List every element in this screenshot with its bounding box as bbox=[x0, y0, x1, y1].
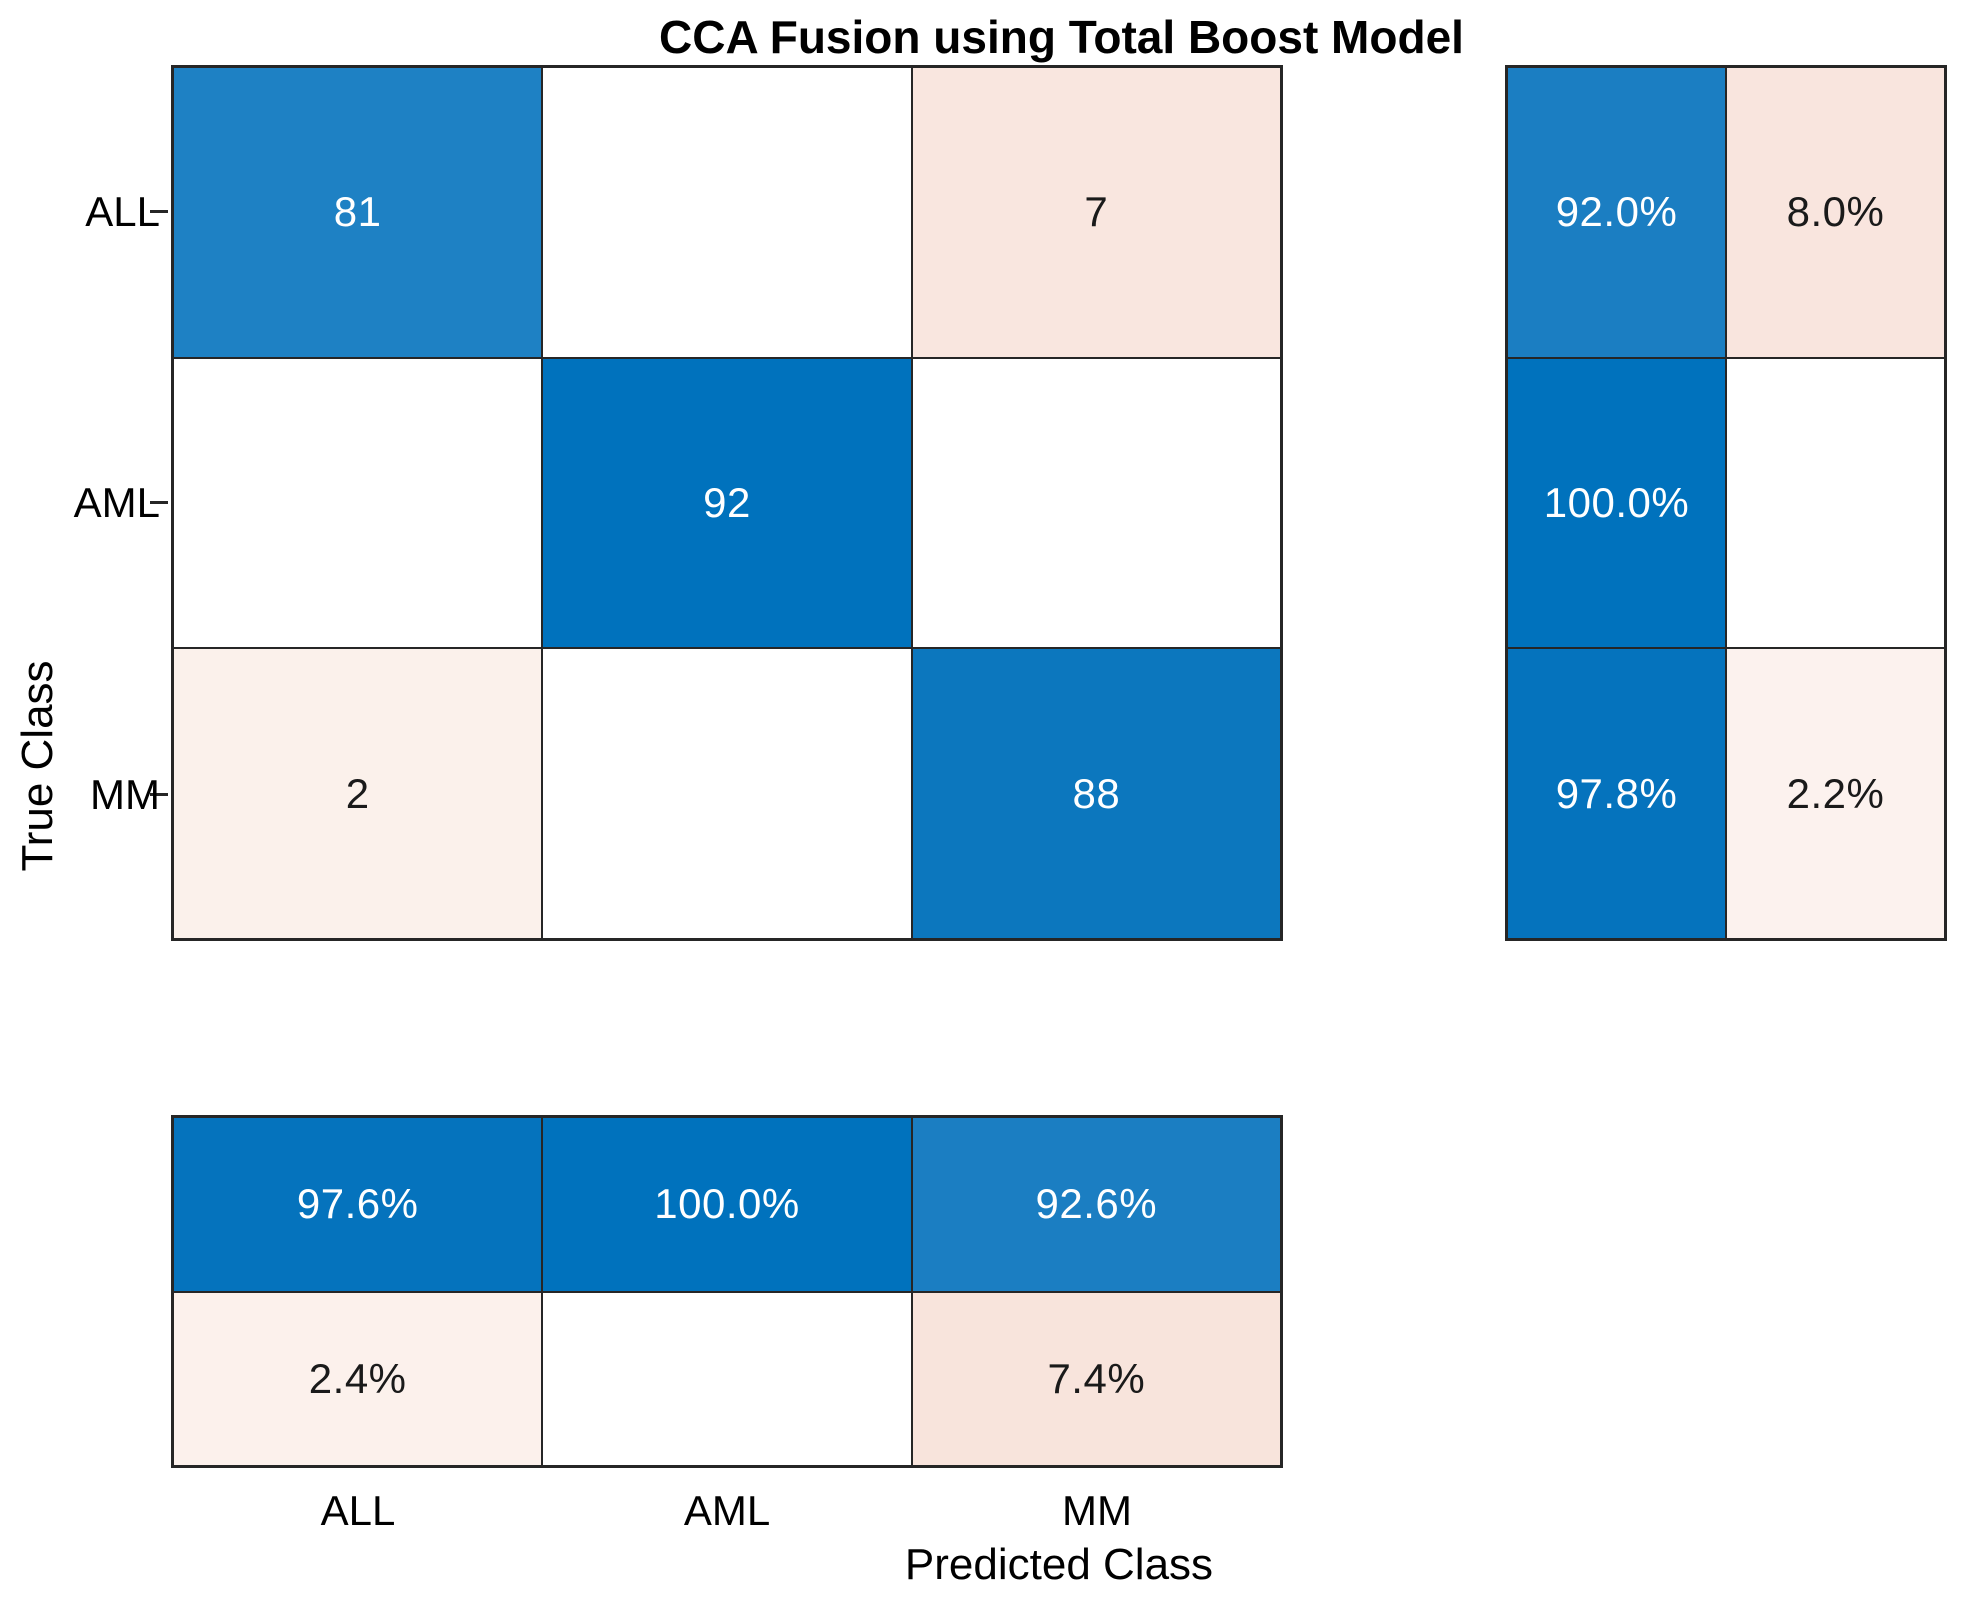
row-summary-AML-incorrect bbox=[1727, 358, 1944, 648]
chart-title: CCA Fusion using Total Boost Model bbox=[659, 11, 1464, 63]
row-summary-MM-incorrect: 2.2% bbox=[1727, 649, 1944, 938]
y-tick-mark bbox=[150, 210, 168, 213]
col-summary-MM-correct: 92.6% bbox=[912, 1118, 1280, 1291]
y-tick-label-ALL: ALL bbox=[85, 188, 160, 235]
col-summary-ALL-incorrect: 2.4% bbox=[174, 1292, 542, 1465]
y-tick-mark bbox=[150, 793, 168, 796]
y-axis-label: True Class bbox=[13, 660, 62, 872]
cell-true-MM-pred-ALL: 2 bbox=[174, 649, 542, 938]
x-tick-label-ALL: ALL bbox=[320, 1487, 396, 1534]
row-summary-ALL-correct: 92.0% bbox=[1508, 68, 1725, 357]
row-summary-AML-correct: 100.0% bbox=[1508, 358, 1725, 648]
cell-true-AML-pred-ALL bbox=[174, 358, 542, 648]
cell-true-ALL-pred-AML bbox=[543, 68, 911, 357]
cell-true-AML-pred-AML: 92 bbox=[543, 358, 911, 648]
y-tick-label-MM: MM bbox=[90, 771, 160, 818]
col-summary-ALL-correct: 97.6% bbox=[174, 1118, 542, 1291]
x-axis-label: Predicted Class bbox=[904, 1540, 1214, 1589]
cell-true-MM-pred-AML bbox=[543, 649, 911, 938]
col-summary-AML-incorrect bbox=[543, 1292, 911, 1465]
row-summary-matrix: 92.0% 8.0% 100.0% 97.8% 2.2% bbox=[1505, 65, 1947, 941]
row-summary-MM-correct: 97.8% bbox=[1508, 649, 1725, 938]
cell-true-AML-pred-MM bbox=[912, 358, 1280, 648]
row-summary-ALL-incorrect: 8.0% bbox=[1727, 68, 1944, 357]
column-summary-matrix: 97.6% 100.0% 92.6% 2.4% 7.4% bbox=[171, 1115, 1283, 1468]
y-tick-label-AML: AML bbox=[73, 479, 160, 526]
col-summary-AML-correct: 100.0% bbox=[543, 1118, 911, 1291]
x-tick-label-MM: MM bbox=[1062, 1487, 1132, 1534]
x-tick-label-AML: AML bbox=[683, 1487, 771, 1534]
cell-true-ALL-pred-MM: 7 bbox=[912, 68, 1280, 357]
col-summary-MM-incorrect: 7.4% bbox=[912, 1292, 1280, 1465]
confusion-matrix: 81 7 92 2 88 bbox=[171, 65, 1283, 941]
cell-true-ALL-pred-ALL: 81 bbox=[174, 68, 542, 357]
y-tick-mark bbox=[150, 501, 168, 504]
cell-true-MM-pred-MM: 88 bbox=[912, 649, 1280, 938]
